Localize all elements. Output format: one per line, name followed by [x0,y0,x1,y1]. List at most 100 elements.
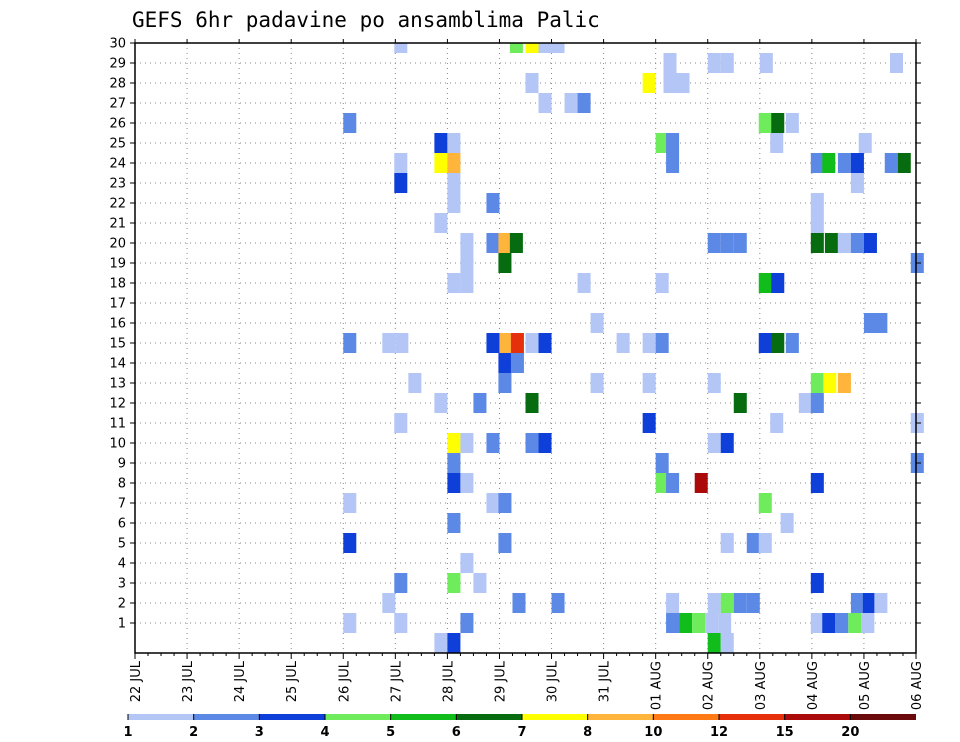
precip-cell [642,333,656,353]
y-tick-label: 1 [118,617,126,632]
precip-cell [837,153,851,173]
precip-cell [655,473,669,493]
precip-cell [758,493,772,513]
precip-cell [720,593,734,613]
precip-cell [447,573,461,593]
precip-cell [810,233,824,253]
y-tick-label: 12 [109,397,126,412]
precip-cell [525,73,539,93]
colorbar-segment [128,714,194,720]
precip-cell [510,333,524,353]
precip-cell [343,493,357,513]
colorbar-label: 20 [841,725,859,740]
y-tick-label: 9 [118,457,126,472]
precip-cell [733,233,747,253]
precip-cell [509,233,523,253]
precip-cell [874,593,888,613]
precip-cell [525,333,539,353]
precip-cell [498,533,512,553]
y-tick-label: 24 [109,157,126,172]
precip-cell [394,613,408,633]
precip-cell [758,533,772,553]
precip-cell [758,333,772,353]
precip-cell [498,373,512,393]
precip-cell [663,53,677,73]
precip-cell [577,273,591,293]
precip-cell [655,333,669,353]
precip-cell [707,53,721,73]
precip-cell [707,433,721,453]
precip-cell [395,333,409,353]
y-tick-label: 17 [109,297,126,312]
precip-cell [538,433,552,453]
y-tick-label: 4 [118,557,126,572]
precip-cell [666,593,680,613]
precip-cell [759,53,773,73]
y-tick-label: 16 [109,317,126,332]
precip-cell [460,553,474,573]
y-tick-label: 27 [109,97,126,112]
precip-cell [720,53,734,73]
chart-title: GEFS 6hr padavine po ansamblima Palic [132,8,600,32]
precip-cell [642,413,656,433]
precip-cell [460,233,474,253]
precip-cell [642,373,656,393]
precip-cell [447,433,461,453]
precip-cell [837,373,851,393]
precip-cell [447,133,461,153]
precip-cell [525,43,539,53]
precip-cell [655,133,669,153]
colorbar-label: 10 [644,725,662,740]
colorbar-label: 5 [386,725,395,740]
precip-cell [810,393,824,413]
precip-cell [512,593,526,613]
colorbar-segment [193,714,260,720]
y-tick-label: 19 [109,257,126,272]
precip-cell [509,43,523,53]
colorbar-segment [784,714,851,720]
colorbar-segment [390,714,457,720]
colorbar-segment [456,714,522,720]
precip-cell [822,613,836,633]
precip-cell [434,393,448,413]
precip-cell [460,473,474,493]
precip-cell [551,43,565,53]
y-tick-label: 30 [109,37,126,52]
precip-cell [538,93,552,113]
precip-cell [863,233,877,253]
precip-cell [655,453,669,473]
precip-cell [862,593,876,613]
colorbar-label: 12 [710,725,728,740]
colorbar-segment [850,714,916,720]
precip-cell [447,513,461,533]
y-tick-label: 20 [109,237,126,252]
y-tick-label: 25 [109,137,126,152]
y-tick-label: 23 [109,177,126,192]
precip-cell [720,533,734,553]
precip-cell [810,193,824,213]
precip-cell [551,593,565,613]
precip-cell [382,333,396,353]
x-tick-label: 25 JUL [285,660,300,702]
x-tick-label: 28 JUL [441,660,456,702]
precip-cell [884,153,898,173]
precip-cell [447,173,461,193]
y-tick-label: 18 [109,277,126,292]
y-tick-label: 7 [118,497,126,512]
precip-cell [460,433,474,453]
precip-cell [577,93,591,113]
precip-cell [343,533,357,553]
y-tick-label: 8 [118,477,126,492]
precip-cell [666,133,680,153]
precip-cell [771,333,785,353]
precip-cell [394,43,408,53]
precip-cell [434,133,448,153]
precip-cell [486,233,500,253]
precip-cell [718,613,732,633]
precip-cell [785,333,799,353]
y-axis-ticks: 1234567891011121314151617181920212223242… [109,37,921,632]
precip-cell [498,353,512,373]
precip-cell [746,593,760,613]
precip-cell [863,313,877,333]
